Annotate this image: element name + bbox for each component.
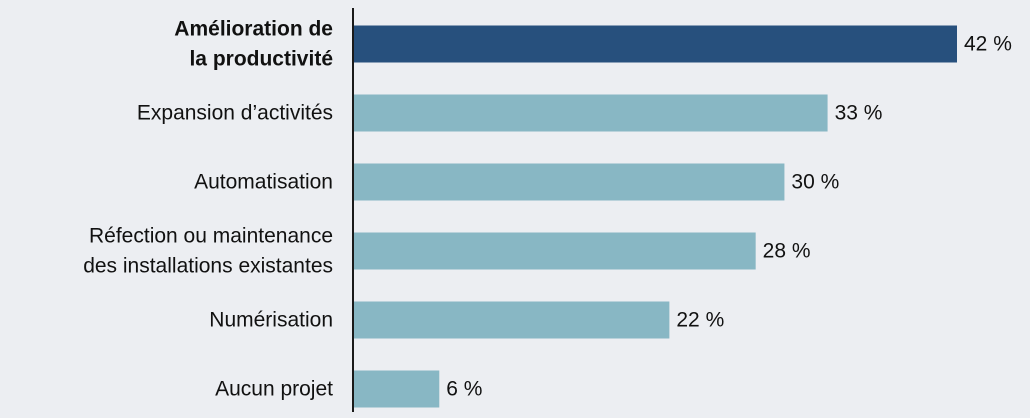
category-label: Expansion d’activités — [137, 102, 333, 125]
category-label-line: Amélioration de — [174, 18, 333, 41]
value-label: 6 % — [446, 378, 482, 401]
category-label-line: des installations existantes — [83, 255, 333, 278]
category-label-line: Réfection ou maintenance — [89, 225, 333, 248]
bars-group — [353, 25, 957, 408]
value-labels-group: 42 % 33 % 30 % 28 % 22 % 6 % — [446, 33, 1012, 401]
category-label-line: Automatisation — [194, 171, 333, 194]
value-label: 22 % — [676, 309, 724, 332]
category-label-line: la productivité — [189, 48, 333, 71]
category-label: Automatisation — [194, 171, 333, 194]
bar — [353, 232, 756, 270]
category-labels-group: Amélioration de la productivité Expansion … — [83, 18, 333, 401]
category-label-line: Aucun projet — [215, 378, 333, 401]
bar — [353, 370, 440, 408]
category-label: Aucun projet — [215, 378, 333, 401]
bar — [353, 301, 670, 339]
category-label: Numérisation — [209, 309, 333, 332]
bar — [353, 94, 828, 132]
value-label: 33 % — [835, 102, 883, 125]
bar — [353, 25, 957, 63]
category-label: Réfection ou maintenance des installation… — [83, 225, 333, 278]
value-label: 30 % — [791, 171, 839, 194]
bar — [353, 163, 785, 201]
category-label-line: Numérisation — [209, 309, 333, 332]
value-label: 28 % — [763, 240, 811, 263]
value-label: 42 % — [964, 33, 1012, 56]
category-label: Amélioration de la productivité — [174, 18, 333, 71]
category-label-line: Expansion d’activités — [137, 102, 333, 125]
